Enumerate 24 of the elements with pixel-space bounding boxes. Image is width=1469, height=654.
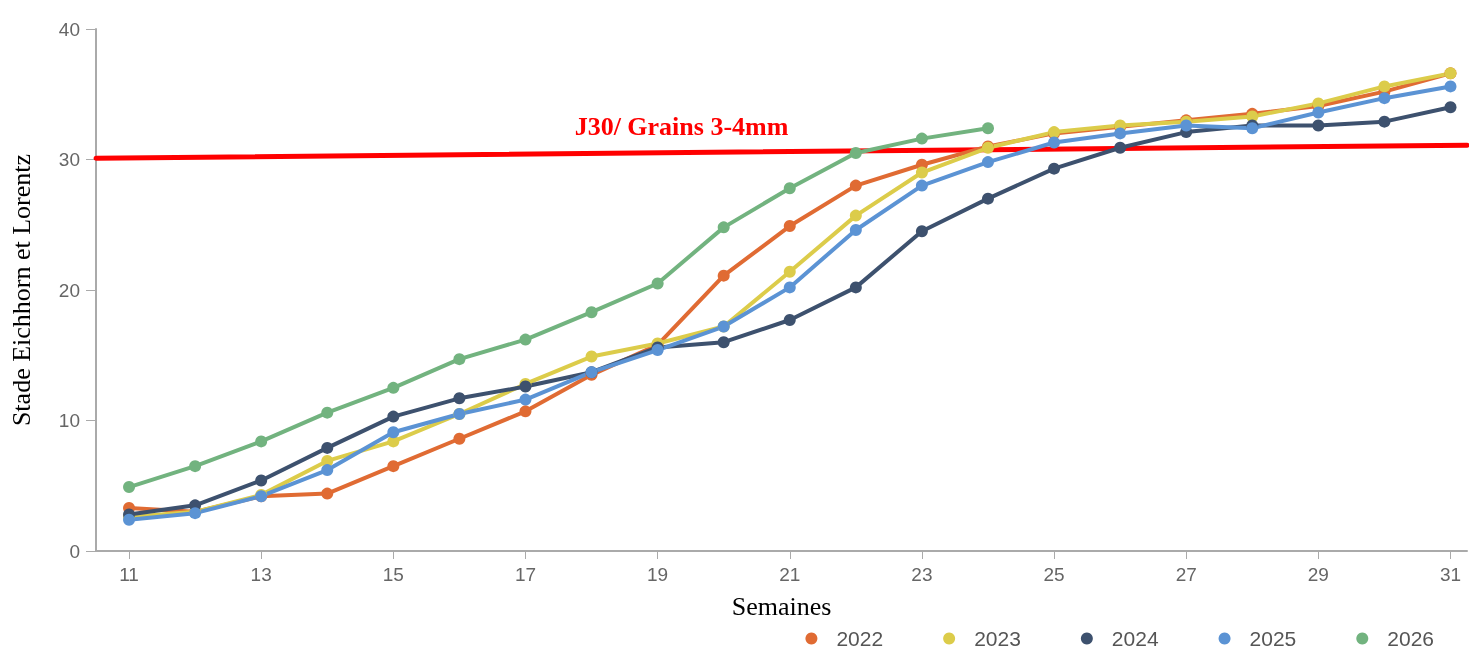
x-tick-label: 23: [911, 564, 933, 585]
legend-label: 2022: [836, 627, 884, 650]
y-tick-label: 20: [58, 279, 80, 301]
series-label: J30/ Grains 3-4mm: [574, 112, 789, 142]
x-tick-label: 27: [1175, 564, 1197, 585]
legend-label: 2025: [1249, 627, 1297, 650]
y-tick-label: 10: [58, 410, 80, 431]
x-tick-label: 21: [779, 564, 801, 585]
y-tick-label: 30: [58, 149, 80, 170]
x-tick-label: 29: [1307, 564, 1329, 585]
x-tick-label: 13: [250, 564, 272, 585]
x-tick-label: 15: [382, 564, 404, 585]
x-tick-label: 17: [514, 564, 537, 585]
y-axis-title: Stade Eichhorn et Lorentz: [6, 153, 36, 427]
y-tick-label: 40: [58, 18, 80, 40]
legend-label: 2023: [974, 627, 1021, 650]
x-tick-label: 31: [1439, 564, 1462, 585]
legend-label: 2026: [1387, 627, 1434, 650]
x-axis-title: Semaines: [731, 591, 832, 621]
x-tick-label: 25: [1043, 564, 1065, 585]
y-tick-label: 0: [69, 540, 80, 562]
x-tick-label: 11: [119, 564, 139, 585]
x-tick-label: 19: [647, 564, 669, 585]
legend-label: 2024: [1111, 627, 1159, 650]
